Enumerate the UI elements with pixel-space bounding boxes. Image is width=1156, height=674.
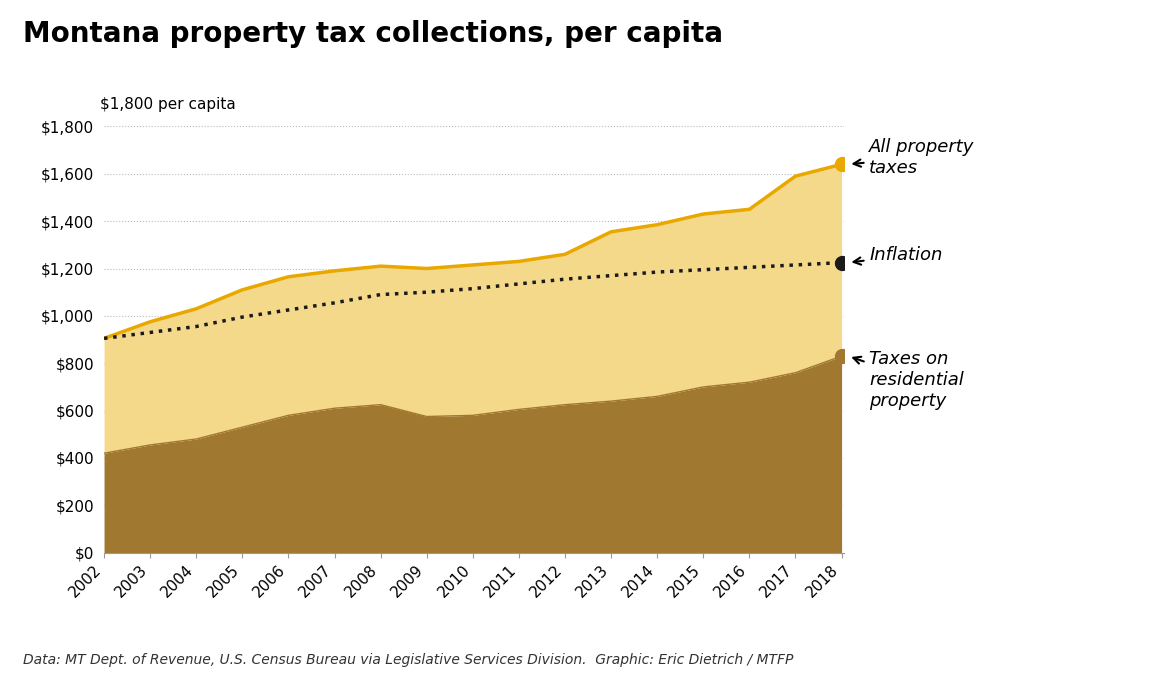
Text: Data: MT Dept. of Revenue, U.S. Census Bureau via Legislative Services Division.: Data: MT Dept. of Revenue, U.S. Census B…: [23, 653, 793, 667]
Text: All property
taxes: All property taxes: [853, 137, 975, 177]
Text: $1,800 per capita: $1,800 per capita: [101, 97, 236, 112]
Text: Inflation: Inflation: [853, 247, 942, 265]
Text: Taxes on
residential
property: Taxes on residential property: [853, 350, 964, 410]
Text: Montana property tax collections, per capita: Montana property tax collections, per ca…: [23, 20, 724, 49]
